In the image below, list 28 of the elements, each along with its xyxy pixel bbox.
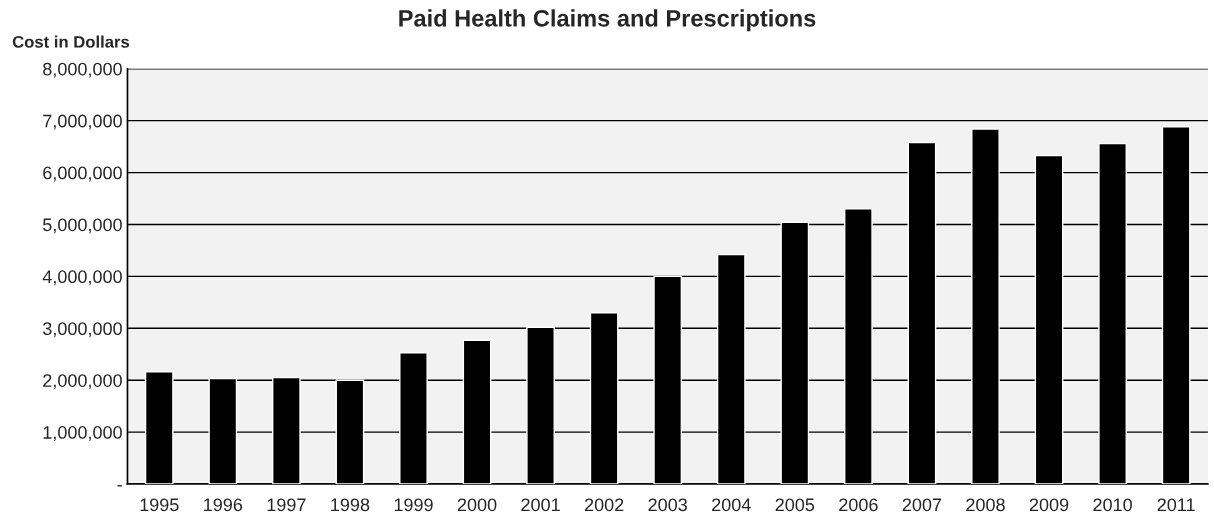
x-tick-label: 2000: [457, 498, 497, 512]
y-tick-label: 6,000,000: [43, 166, 122, 182]
x-tick-label: 2001: [521, 498, 560, 512]
x-tick-label: 1999: [394, 498, 433, 512]
x-tick-label: 1995: [140, 498, 179, 512]
x-tick-label: 2008: [966, 498, 1005, 512]
y-tick-label: 2,000,000: [43, 374, 122, 390]
x-tick-label: 2003: [648, 498, 687, 512]
x-tick-label: 2006: [839, 498, 878, 512]
x-tick-label: 2011: [1157, 498, 1195, 512]
x-tick-label: 2004: [712, 498, 751, 512]
y-axis-title: Cost in Dollars: [12, 35, 130, 48]
y-tick-label: 7,000,000: [43, 114, 122, 130]
x-tick-label: 2009: [1029, 498, 1069, 512]
x-tick-label: 2002: [584, 498, 624, 512]
y-tick-label: -: [117, 485, 122, 487]
y-tick-label: 3,000,000: [42, 322, 122, 338]
x-tick-label: 1996: [204, 498, 243, 512]
chart-title: Paid Health Claims and Prescriptions: [399, 9, 816, 32]
x-tick-label: 1997: [267, 498, 306, 512]
y-tick-label: 4,000,000: [42, 270, 122, 286]
x-tick-label: 2005: [775, 498, 815, 512]
x-tick-label: 2010: [1093, 498, 1132, 512]
y-tick-label: 5,000,000: [43, 218, 122, 234]
x-tick-label: 1998: [331, 498, 370, 512]
y-tick-label: 8,000,000: [43, 62, 122, 78]
x-tick-label: 2007: [902, 498, 942, 512]
y-tick-label: 1,000,000: [43, 426, 122, 441]
